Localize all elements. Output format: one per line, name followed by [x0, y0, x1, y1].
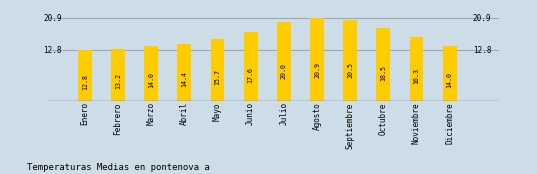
Bar: [78, 50, 92, 101]
Bar: [442, 54, 456, 101]
Bar: [410, 54, 424, 101]
Text: 12.8: 12.8: [43, 46, 62, 55]
Text: 13.2: 13.2: [115, 73, 121, 89]
Text: 14.0: 14.0: [447, 72, 453, 88]
Bar: [244, 54, 258, 101]
Bar: [376, 28, 390, 101]
Bar: [277, 54, 291, 101]
Text: 14.0: 14.0: [148, 72, 154, 88]
Text: 20.0: 20.0: [281, 63, 287, 79]
Text: 17.6: 17.6: [248, 66, 253, 82]
Bar: [442, 46, 456, 101]
Bar: [310, 54, 324, 101]
Bar: [310, 18, 324, 101]
Bar: [410, 37, 424, 101]
Bar: [244, 31, 258, 101]
Bar: [78, 54, 92, 101]
Bar: [111, 49, 125, 101]
Text: 20.9: 20.9: [473, 14, 491, 23]
Bar: [376, 54, 390, 101]
Text: 15.7: 15.7: [214, 69, 221, 85]
Text: 12.8: 12.8: [82, 74, 88, 90]
Text: 16.3: 16.3: [413, 69, 419, 85]
Text: 20.9: 20.9: [314, 62, 320, 78]
Text: 14.4: 14.4: [182, 71, 187, 87]
Bar: [111, 54, 125, 101]
Text: 20.9: 20.9: [43, 14, 62, 23]
Bar: [144, 46, 158, 101]
Text: Temperaturas Medias en pontenova a: Temperaturas Medias en pontenova a: [27, 163, 209, 172]
Bar: [343, 54, 357, 101]
Text: 20.5: 20.5: [347, 62, 353, 78]
Bar: [211, 39, 224, 101]
Bar: [343, 20, 357, 101]
Text: 12.8: 12.8: [473, 46, 491, 55]
Bar: [211, 54, 224, 101]
Bar: [277, 22, 291, 101]
Bar: [177, 54, 191, 101]
Bar: [177, 44, 191, 101]
Text: 18.5: 18.5: [380, 65, 386, 81]
Bar: [144, 54, 158, 101]
